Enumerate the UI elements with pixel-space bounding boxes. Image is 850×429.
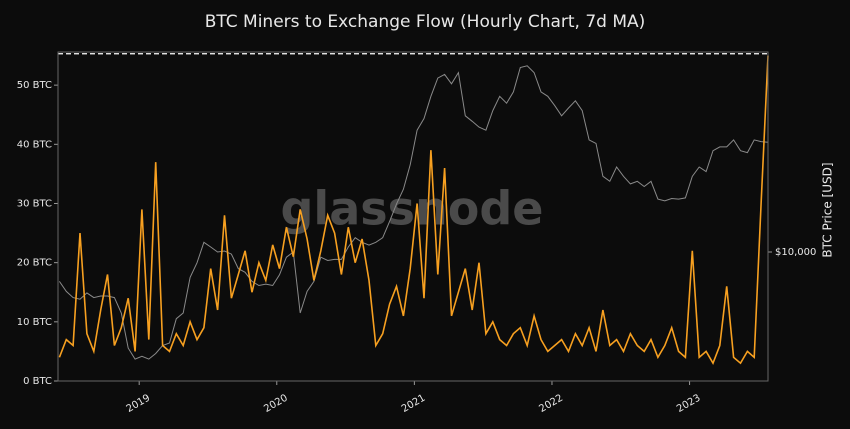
plot-frame <box>57 51 769 382</box>
series-line <box>58 55 769 366</box>
y-tick-label: 20 BTC <box>17 258 52 269</box>
y-tick-label: 10 BTC <box>17 317 52 328</box>
y-tick-label: 40 BTC <box>17 139 52 150</box>
y-tick-label: 50 BTC <box>17 80 52 91</box>
y-tick-label: 30 BTC <box>17 198 52 209</box>
y2-axis-label: BTC Price [USD] <box>821 162 835 257</box>
watermark: glassnode <box>281 182 544 236</box>
series-line <box>58 65 769 360</box>
y2-tick-label: $10,000 <box>775 247 816 258</box>
chart-title: BTC Miners to Exchange Flow (Hourly Char… <box>205 12 646 32</box>
y-tick-label: 0 BTC <box>23 376 52 387</box>
